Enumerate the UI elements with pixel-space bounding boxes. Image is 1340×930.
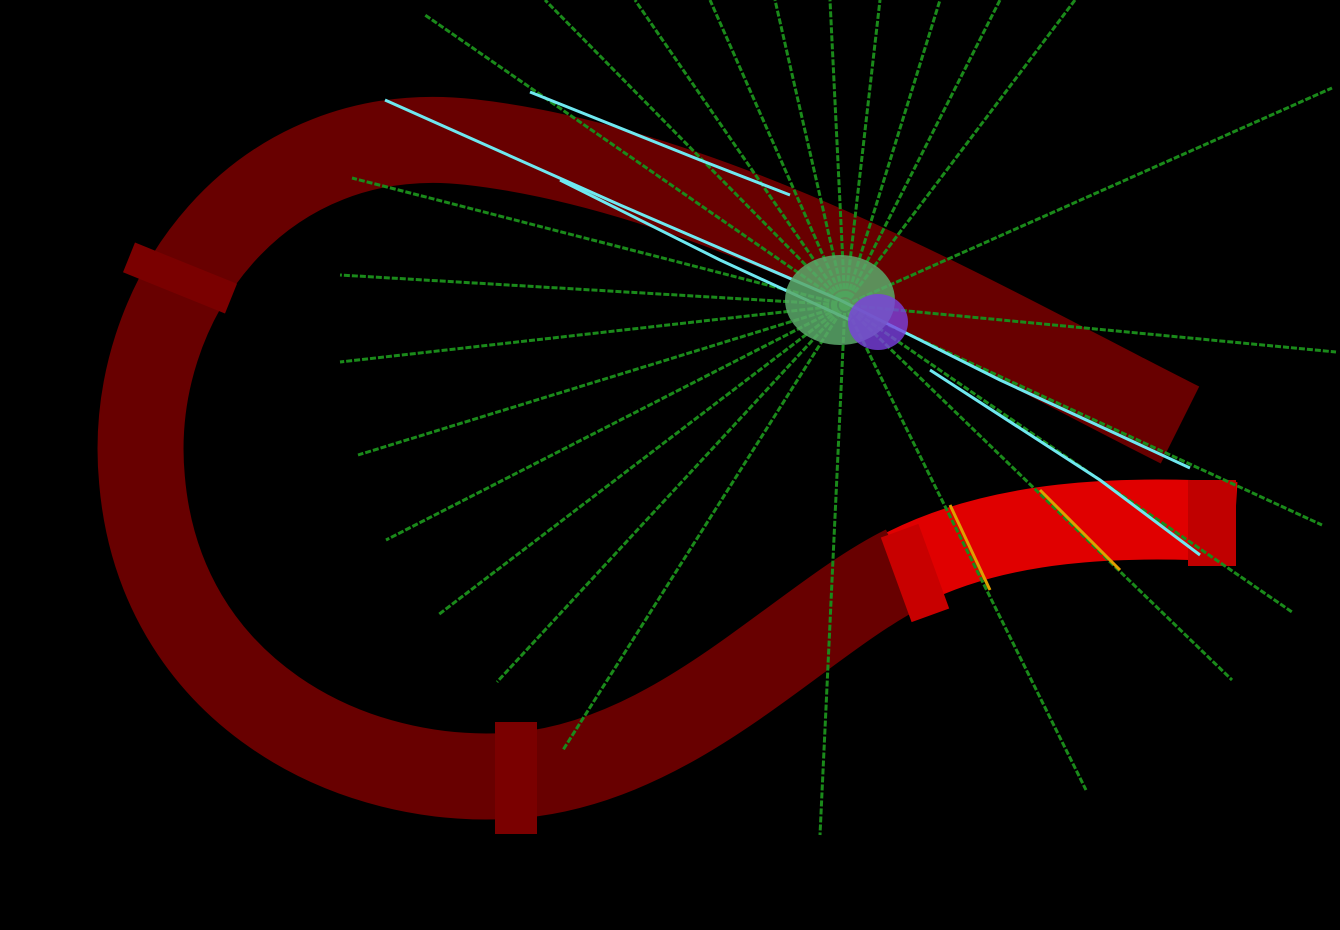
track [948,504,992,591]
ray [339,303,846,364]
ray [543,0,847,307]
ray [424,13,846,307]
ray [843,0,882,306]
ray [844,303,1323,527]
ray [385,303,846,542]
ray [708,0,847,306]
ray [844,303,1337,354]
ray [351,176,846,307]
ray [844,86,1333,307]
band-joint [880,523,950,623]
ray [633,0,847,306]
band-joint [123,242,237,314]
band-joint [495,722,537,834]
ray [437,303,846,617]
ray [773,0,847,306]
vertex-core [848,294,908,350]
ray [495,303,847,684]
ray [843,0,942,306]
track [929,368,1201,557]
rays [339,0,1337,836]
ray [844,303,1293,614]
ray [843,304,1088,791]
ray [843,0,1002,306]
track [529,90,791,197]
ray [357,303,846,457]
ray [818,304,847,836]
track [1038,488,1122,572]
ray [828,0,847,306]
ray [339,273,846,307]
loop-band [97,97,1200,820]
ray [843,303,1234,682]
